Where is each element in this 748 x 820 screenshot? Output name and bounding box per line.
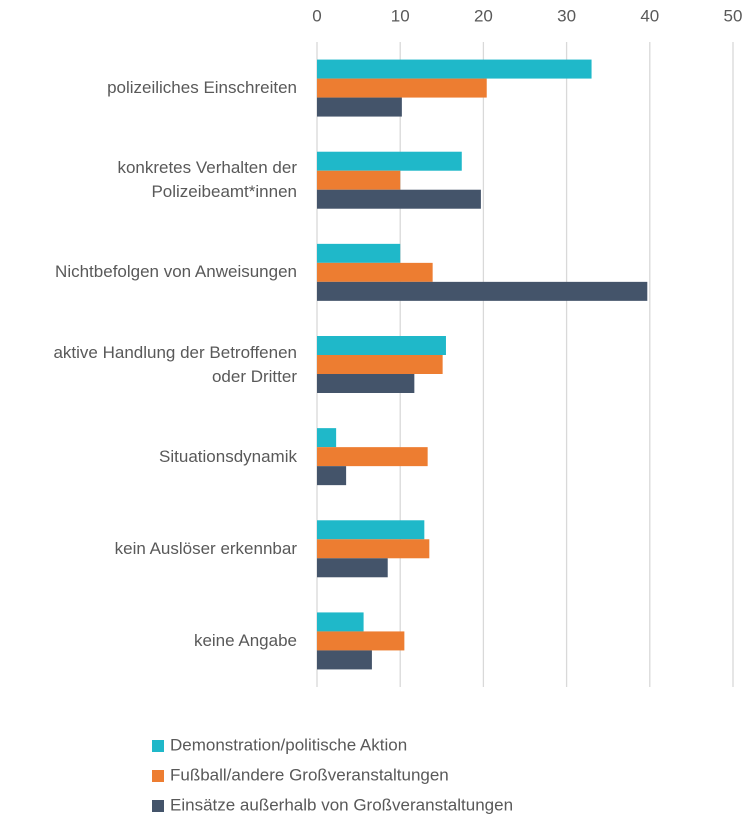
legend-swatch: [152, 740, 164, 752]
bar: [317, 650, 372, 670]
bar: [317, 170, 401, 190]
legend-label: Demonstration/politische Aktion: [170, 735, 407, 754]
x-tick-label: 40: [640, 6, 659, 25]
category-label: keine Angabe: [193, 630, 297, 650]
legend-label: Einsätze außerhalb von Großveranstaltung…: [170, 795, 513, 814]
x-tick-label: 30: [557, 6, 576, 25]
bar: [317, 355, 443, 374]
bar: [317, 374, 415, 393]
category-label: Situationsdynamik: [159, 446, 297, 466]
bar: [317, 428, 337, 448]
bar: [317, 281, 648, 301]
x-tick-label: 20: [474, 6, 493, 25]
bar: [317, 336, 446, 355]
x-tick-label: 10: [391, 6, 410, 25]
category-label: Nichtbefolgen von Anweisungen: [55, 262, 297, 282]
category-label: aktive Handlung der Betroffenen oder Dri…: [53, 342, 297, 386]
bar: [317, 612, 364, 632]
bar: [317, 558, 388, 578]
bar: [317, 466, 347, 486]
bar: [317, 151, 462, 171]
bar: [317, 78, 487, 98]
bar: [317, 631, 405, 651]
bar: [317, 520, 425, 540]
bar: [317, 59, 592, 79]
bar: [317, 447, 428, 467]
bar: [317, 189, 481, 209]
legend-swatch: [152, 800, 164, 812]
category-label: kein Auslöser erkennbar: [114, 538, 297, 558]
bar: [317, 97, 402, 117]
x-tick-label: 50: [724, 6, 743, 25]
category-label: konkretes Verhalten der Polizeibeamt*inn…: [117, 158, 297, 202]
bar: [317, 539, 430, 559]
category-label: polizeiliches Einschreiten: [107, 78, 297, 98]
x-tick-label: 0: [312, 6, 321, 25]
legend-label: Fußball/andere Großveranstaltungen: [170, 765, 449, 784]
bar: [317, 243, 401, 263]
bar: [317, 262, 433, 282]
legend-swatch: [152, 770, 164, 782]
